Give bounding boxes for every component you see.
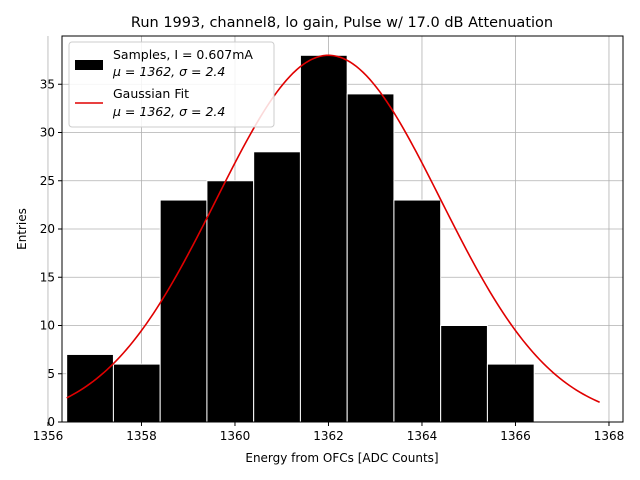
histogram-bars — [66, 54, 535, 423]
bar-bin-1 — [66, 353, 114, 423]
x-tick-label-1360: 1360 — [220, 429, 251, 443]
y-axis-ticks: 0 5 10 15 20 25 30 35 — [40, 77, 62, 429]
x-tick-label-1364: 1364 — [407, 429, 438, 443]
bar-bin-3 — [159, 199, 208, 423]
bar-bin-5 — [253, 151, 301, 423]
y-tick-label-15: 15 — [40, 270, 55, 284]
legend-fit-label: Gaussian Fit — [113, 86, 189, 101]
bar-bin-9 — [440, 325, 488, 423]
legend-samples-label: Samples, I = 0.607mA — [113, 47, 253, 62]
y-tick-label-0: 0 — [47, 415, 55, 429]
x-tick-label-1368: 1368 — [594, 429, 625, 443]
bar-bin-2 — [112, 363, 161, 423]
y-tick-label-20: 20 — [40, 222, 55, 236]
legend-fit-stats: μ = 1362, σ = 2.4 — [112, 104, 225, 119]
y-tick-label-30: 30 — [40, 126, 55, 140]
legend: Samples, I = 0.607mA μ = 1362, σ = 2.4 G… — [68, 41, 275, 128]
y-tick-label-10: 10 — [40, 319, 55, 333]
gaussian-fit — [66, 54, 600, 403]
gaussian-fit-line — [66, 54, 600, 403]
y-axis-label: Entries — [15, 208, 29, 250]
chart-title: Run 1993, channel8, lo gain, Pulse w/ 17… — [131, 15, 553, 31]
legend-samples-swatch — [75, 60, 103, 70]
bar-bin-10 — [486, 363, 535, 423]
x-axis-label: Energy from OFCs [ADC Counts] — [245, 451, 438, 465]
legend-box — [68, 41, 275, 128]
bar-bin-7 — [346, 93, 395, 423]
bar-bin-8 — [393, 199, 442, 423]
bar-bin-4 — [206, 180, 255, 423]
y-tick-label-25: 25 — [40, 174, 55, 188]
x-axis-ticks: 1356 1358 1360 1362 1364 1366 1368 — [33, 422, 625, 443]
y-tick-label-5: 5 — [47, 367, 55, 381]
legend-samples-stats: μ = 1362, σ = 2.4 — [112, 64, 225, 79]
x-tick-label-1362: 1362 — [313, 429, 344, 443]
x-tick-label-1366: 1366 — [500, 429, 531, 443]
y-tick-label-35: 35 — [40, 77, 55, 91]
x-tick-label-1356: 1356 — [33, 429, 64, 443]
x-tick-label-1358: 1358 — [126, 429, 157, 443]
bar-bin-6 — [299, 54, 348, 423]
